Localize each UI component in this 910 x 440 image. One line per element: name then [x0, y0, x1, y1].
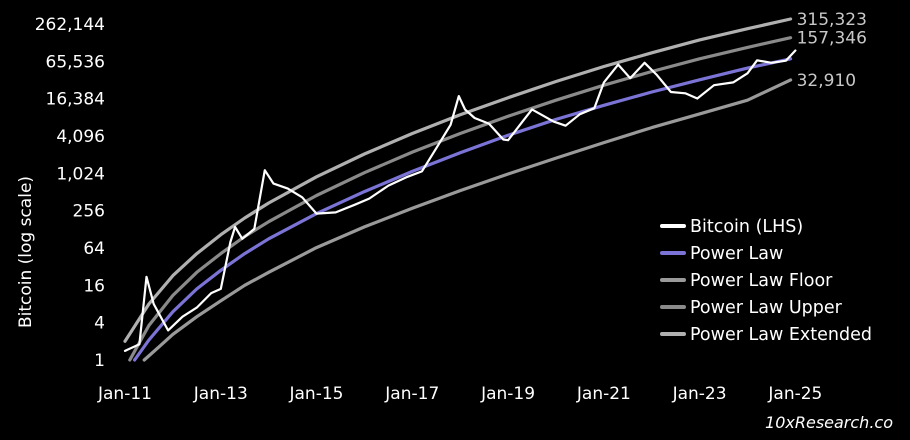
- series-line-power-law-floor: [142, 78, 793, 362]
- x-tick-label: Jan-23: [672, 384, 727, 404]
- legend-label: Bitcoin (LHS): [690, 217, 803, 237]
- x-tick-label: Jan-21: [576, 384, 631, 404]
- series-line-bitcoin-lhs: [123, 49, 797, 352]
- end-label: 315,323: [797, 10, 867, 30]
- y-tick-label: 4,096: [56, 127, 105, 147]
- y-tick-label: 1,024: [56, 164, 105, 184]
- legend-label: Power Law: [690, 244, 783, 264]
- x-tick-label: Jan-11: [97, 384, 152, 404]
- x-axis-ticks: Jan-11 Jan-13 Jan-15 Jan-17 Jan-19 Jan-21 Jan-…: [97, 384, 822, 404]
- y-axis-ticks: 1 4 16 64 256 1,024 4,096 16,384 65,536 262,144: [35, 15, 105, 371]
- chart-series-group: [123, 17, 797, 362]
- series-line-power-law-upper: [128, 36, 793, 362]
- legend-label: Power Law Extended: [690, 325, 872, 345]
- y-tick-label: 16: [83, 276, 105, 296]
- y-tick-label: 1: [94, 351, 105, 371]
- end-label: 32,910: [797, 71, 856, 91]
- y-tick-label: 16,384: [46, 90, 105, 110]
- y-tick-label: 256: [73, 202, 105, 222]
- y-tick-label: 64: [83, 239, 105, 259]
- y-tick-label: 65,536: [46, 52, 105, 72]
- chart-legend: Bitcoin (LHS) Power Law Power Law Floor Pow…: [660, 217, 872, 345]
- source-credit: 10xResearch.co: [765, 413, 893, 432]
- legend-label: Power Law Floor: [690, 271, 833, 291]
- x-tick-label: Jan-25: [767, 384, 822, 404]
- y-tick-label: 4: [94, 314, 105, 334]
- x-tick-label: Jan-19: [480, 384, 535, 404]
- x-tick-label: Jan-15: [289, 384, 344, 404]
- y-axis-label: Bitcoin (log scale): [16, 176, 36, 328]
- series-line-power-law: [133, 57, 793, 362]
- legend-label: Power Law Upper: [690, 298, 843, 318]
- x-tick-label: Jan-13: [193, 384, 248, 404]
- x-tick-label: Jan-17: [384, 384, 439, 404]
- y-tick-label: 262,144: [35, 15, 105, 35]
- end-label: 157,346: [797, 29, 867, 49]
- series-line-power-law-extended: [123, 17, 793, 343]
